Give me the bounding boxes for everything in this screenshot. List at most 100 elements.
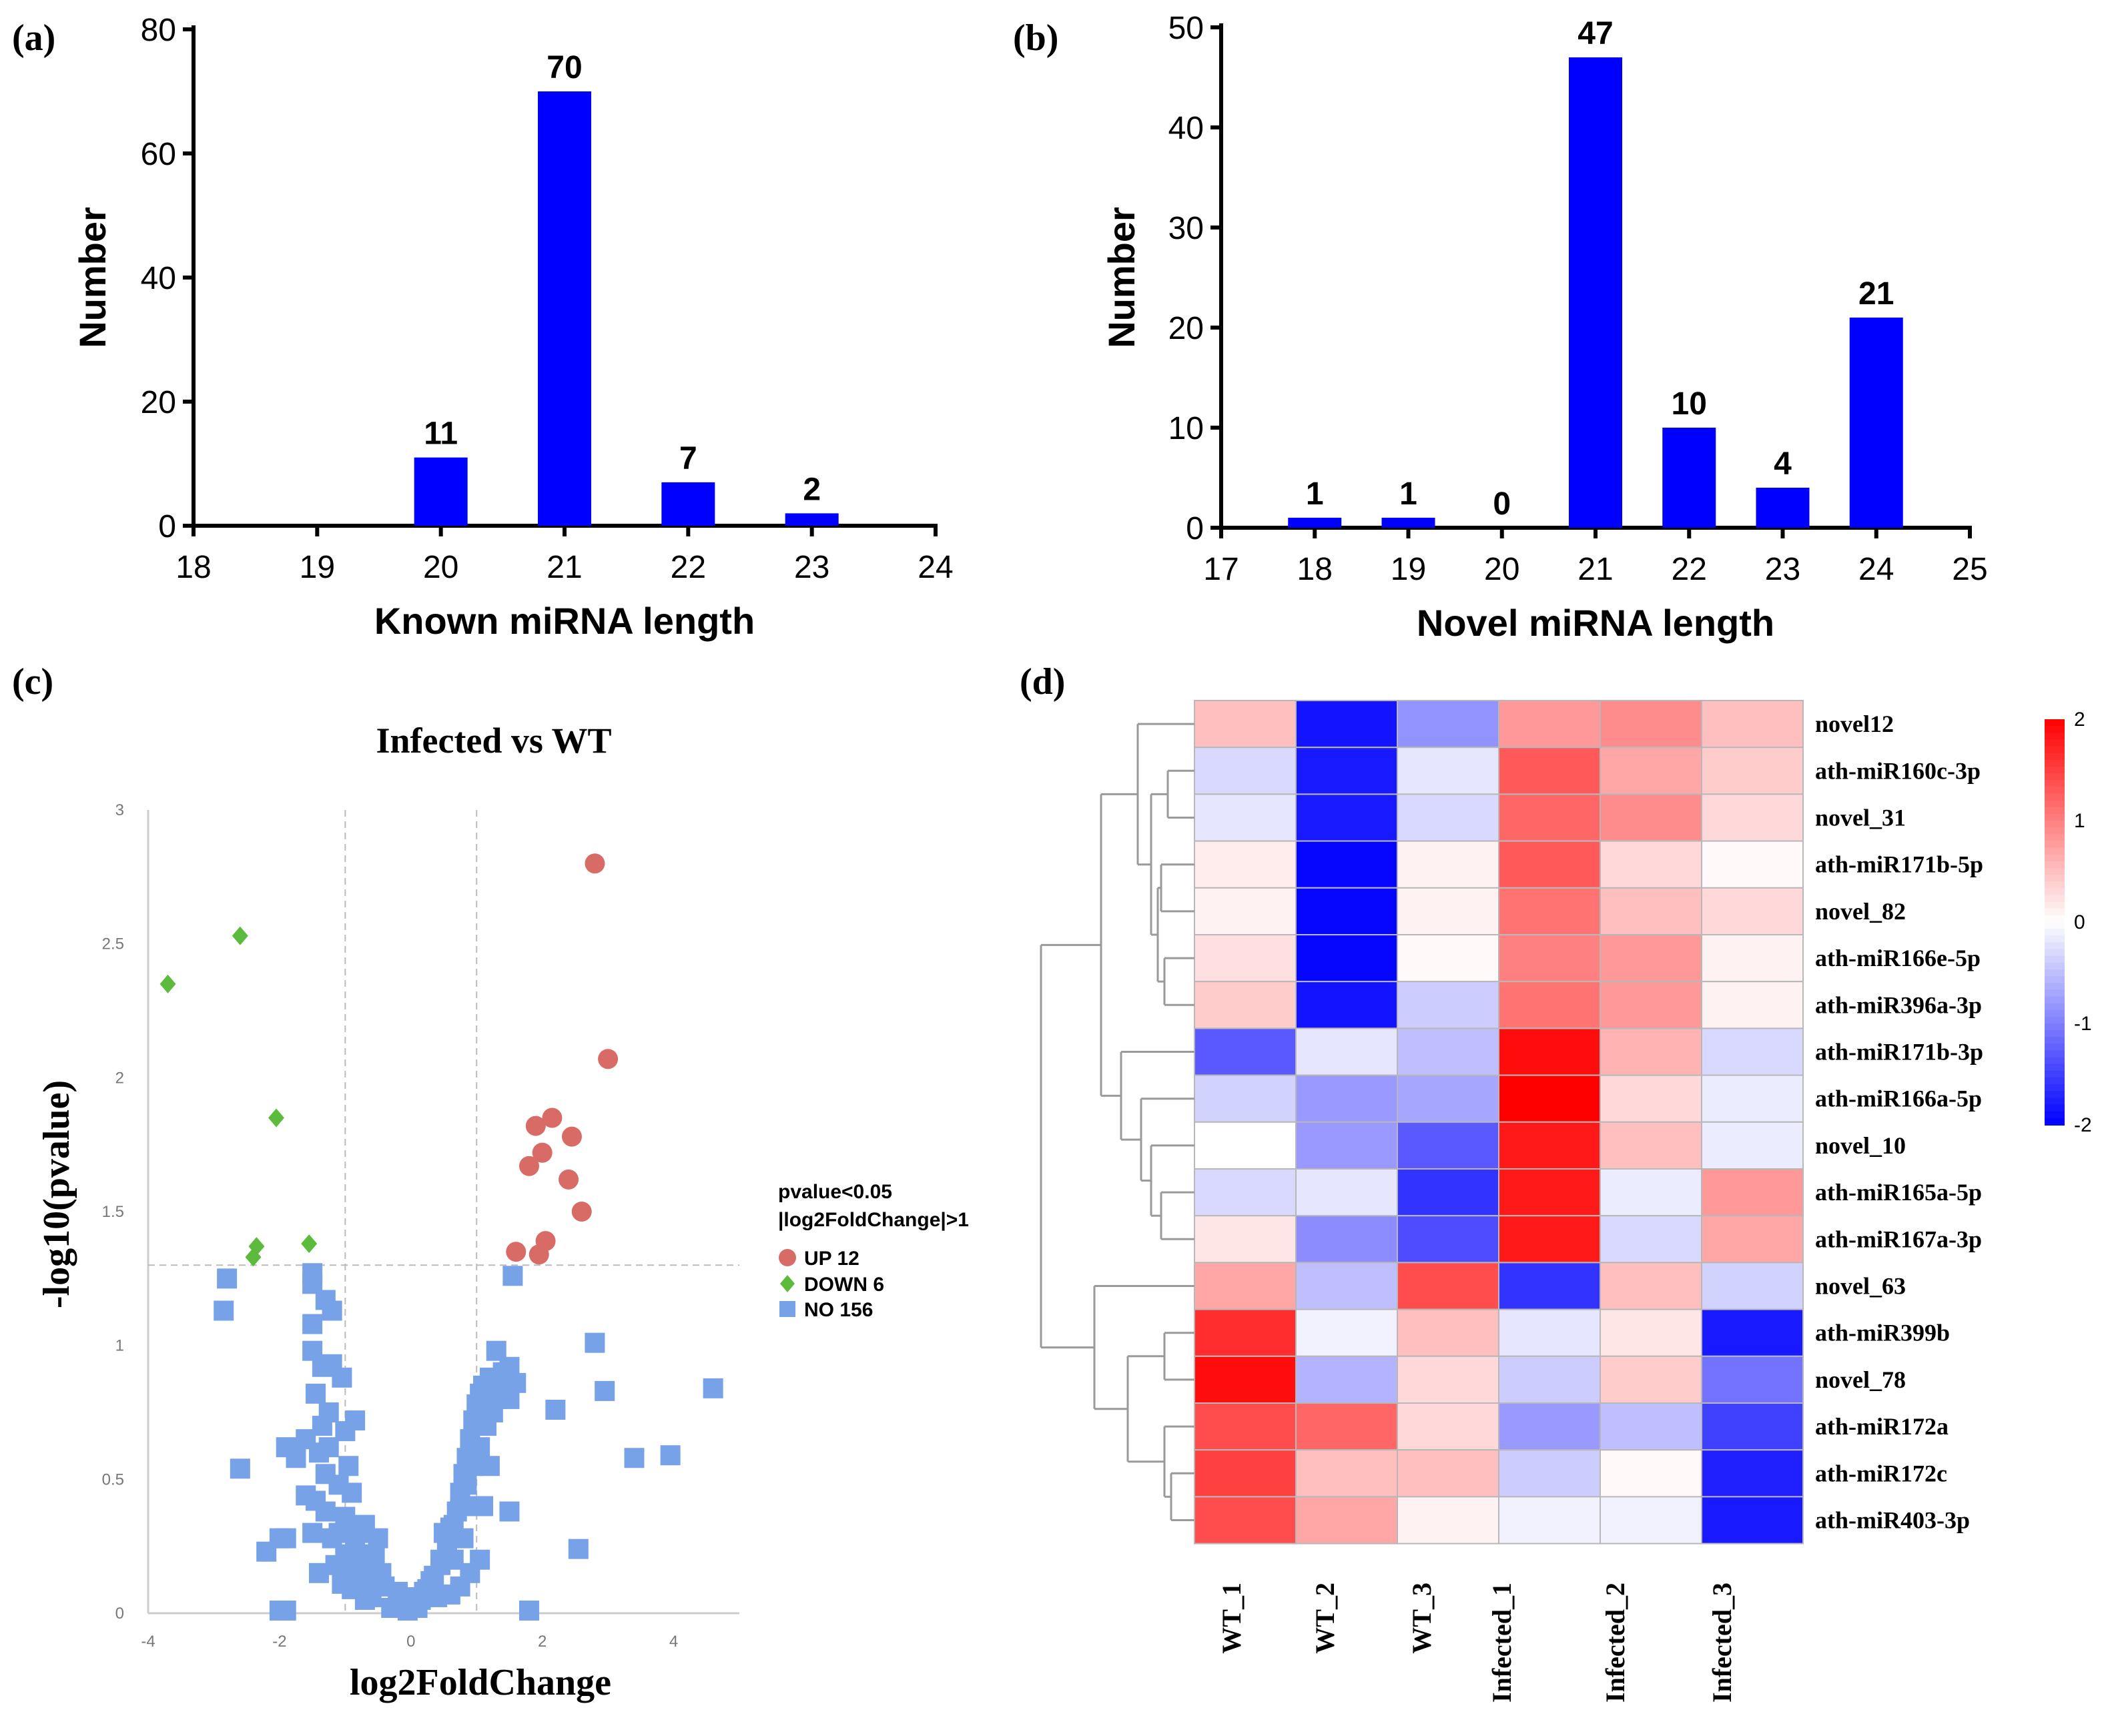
legend-label-up: UP 12 bbox=[804, 1248, 859, 1270]
heatmap-cell bbox=[1701, 1496, 1804, 1545]
bar bbox=[538, 91, 591, 526]
y-tick-label: 0 bbox=[158, 509, 176, 544]
heatmap-cell bbox=[1295, 1496, 1398, 1545]
colorbar-segment bbox=[2045, 881, 2065, 889]
colorbar-segment bbox=[2045, 1077, 2065, 1086]
colorbar-segment bbox=[2045, 1016, 2065, 1024]
heatmap-row-label: ath-miR399b bbox=[1815, 1320, 1950, 1346]
bar bbox=[1381, 518, 1435, 528]
heatmap-row-label: ath-miR160c-3p bbox=[1815, 757, 1981, 784]
x-axis-title: Novel miRNA length bbox=[1417, 602, 1774, 644]
bar bbox=[1756, 488, 1810, 528]
point-up bbox=[518, 1156, 539, 1176]
x-tick-label: 24 bbox=[1858, 552, 1894, 587]
heatmap-cell bbox=[1498, 1027, 1601, 1076]
point-no bbox=[624, 1448, 645, 1468]
heatmap-column-label: WT_3 bbox=[1407, 1583, 1437, 1654]
heatmap-cell bbox=[1397, 1402, 1499, 1451]
colorbar-segment bbox=[2045, 908, 2065, 916]
panel-label-c: (c) bbox=[12, 661, 53, 703]
point-no bbox=[486, 1340, 506, 1361]
heatmap-row-label: ath-miR172c bbox=[1815, 1460, 1947, 1486]
colorbar-segment bbox=[2045, 929, 2065, 937]
point-no bbox=[302, 1523, 323, 1543]
point-no bbox=[348, 1523, 369, 1543]
heatmap-row-label: ath-miR171b-5p bbox=[1815, 851, 1983, 878]
heatmap-cell bbox=[1397, 934, 1499, 983]
point-no bbox=[332, 1367, 352, 1388]
point-no bbox=[476, 1416, 496, 1436]
heatmap-row-label: novel12 bbox=[1815, 711, 1894, 737]
heatmap-cell bbox=[1194, 1308, 1297, 1357]
legend-marker-no bbox=[779, 1301, 795, 1317]
heatmap-cell bbox=[1701, 1449, 1804, 1498]
bar-value-label: 47 bbox=[1578, 16, 1613, 51]
colorbar-tick-label: -2 bbox=[2074, 1114, 2092, 1136]
colorbar-segment bbox=[2045, 1063, 2065, 1071]
colorbar-segment bbox=[2045, 1098, 2065, 1106]
heatmap-cell bbox=[1295, 1355, 1398, 1404]
y-tick-label: 0.5 bbox=[102, 1470, 124, 1488]
heatmap-cell bbox=[1295, 887, 1398, 936]
heatmap-cell bbox=[1600, 1121, 1702, 1170]
heatmap-cell bbox=[1701, 1074, 1804, 1123]
bar-value-label: 0 bbox=[1493, 486, 1511, 522]
heatmap-cell bbox=[1295, 934, 1398, 983]
heatmap-cell bbox=[1701, 1402, 1804, 1451]
heatmap-cell bbox=[1498, 887, 1601, 936]
heatmap-column-label: WT_2 bbox=[1310, 1583, 1340, 1654]
colorbar-segment bbox=[2045, 1070, 2065, 1079]
heatmap-cell bbox=[1295, 793, 1398, 842]
y-tick-label: 2 bbox=[115, 1069, 124, 1087]
point-no bbox=[568, 1539, 589, 1559]
x-tick-label: 18 bbox=[176, 550, 211, 585]
heatmap-cell bbox=[1194, 840, 1297, 889]
heatmap-cell bbox=[1701, 1168, 1804, 1217]
colorbar-tick-label: -1 bbox=[2074, 1013, 2092, 1035]
heatmap-cell bbox=[1600, 1402, 1702, 1451]
x-tick-label: 23 bbox=[1765, 552, 1800, 587]
heatmap-cell bbox=[1600, 1262, 1702, 1310]
point-no bbox=[518, 1600, 539, 1621]
point-no bbox=[214, 1300, 234, 1321]
panel-label-b: (b) bbox=[1013, 17, 1058, 59]
point-no bbox=[368, 1528, 388, 1549]
point-up bbox=[525, 1116, 546, 1136]
bar bbox=[785, 513, 839, 526]
colorbar-segment bbox=[2045, 854, 2065, 862]
heatmap-row-label: novel_63 bbox=[1815, 1273, 1906, 1300]
colorbar-segment bbox=[2045, 1104, 2065, 1112]
legend-label-down: DOWN 6 bbox=[804, 1274, 884, 1296]
heatmap-cell bbox=[1498, 840, 1601, 889]
legend-label-no: NO 156 bbox=[804, 1299, 873, 1321]
x-tick-label: 19 bbox=[300, 550, 335, 585]
point-no bbox=[660, 1445, 681, 1466]
colorbar-segment bbox=[2045, 773, 2065, 781]
point-no bbox=[315, 1501, 336, 1522]
heatmap-cell bbox=[1295, 1449, 1398, 1498]
heatmap-cell bbox=[1701, 747, 1804, 795]
bar-value-label: 11 bbox=[424, 416, 458, 452]
colorbar-segment bbox=[2045, 834, 2065, 842]
y-tick-label: 20 bbox=[1168, 311, 1204, 346]
x-tick-label: 20 bbox=[1484, 552, 1519, 587]
legend-marker-up bbox=[779, 1249, 796, 1266]
colorbar-segment bbox=[2045, 1118, 2065, 1126]
bar-value-label: 4 bbox=[1774, 446, 1792, 482]
heatmap: novel12 ath-miR160c-3p novel_31 ath-miR171b… bbox=[1040, 700, 2092, 1703]
heatmap-cell bbox=[1194, 1496, 1297, 1545]
x-tick-label: 22 bbox=[1672, 552, 1707, 587]
heatmap-cell bbox=[1295, 840, 1398, 889]
point-up bbox=[561, 1126, 582, 1147]
colorbar-segment bbox=[2045, 807, 2065, 815]
bar bbox=[1662, 428, 1716, 528]
point-up bbox=[598, 1049, 619, 1069]
point-down bbox=[232, 926, 248, 945]
colorbar-segment bbox=[2045, 1030, 2065, 1038]
point-no bbox=[306, 1383, 326, 1404]
heatmap-row-label: ath-miR172a bbox=[1815, 1413, 1949, 1440]
point-no bbox=[342, 1482, 362, 1503]
point-up bbox=[571, 1202, 592, 1222]
heatmap-cell bbox=[1498, 1262, 1601, 1310]
